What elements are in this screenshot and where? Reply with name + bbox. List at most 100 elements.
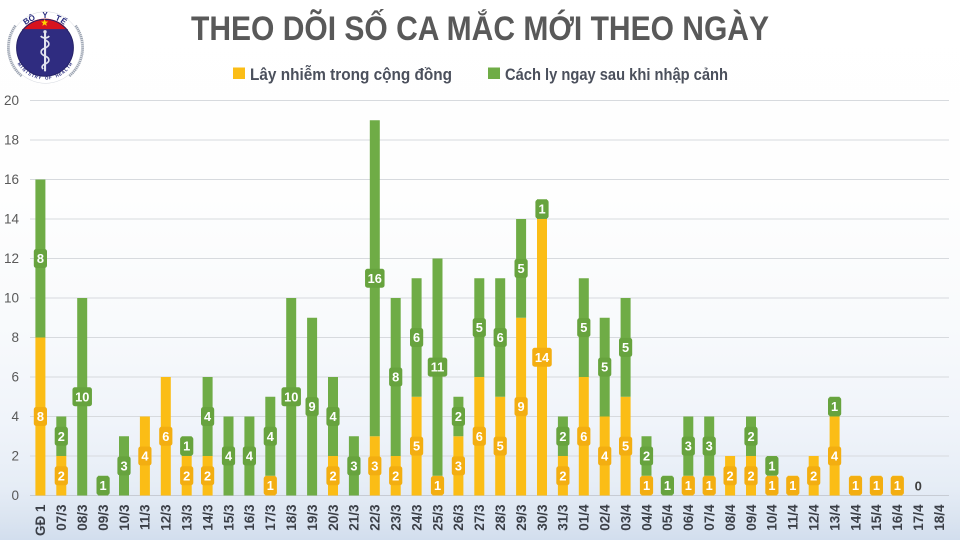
svg-text:10: 10 — [4, 291, 19, 306]
svg-text:1: 1 — [894, 478, 901, 493]
svg-text:1: 1 — [873, 478, 880, 493]
svg-text:05/4: 05/4 — [660, 504, 675, 531]
svg-text:2: 2 — [559, 468, 566, 483]
svg-text:5: 5 — [622, 340, 629, 355]
svg-text:15/4: 15/4 — [869, 504, 884, 531]
svg-text:2: 2 — [559, 429, 566, 444]
svg-text:1: 1 — [768, 478, 775, 493]
svg-text:1: 1 — [538, 202, 545, 217]
svg-text:20: 20 — [4, 93, 19, 108]
svg-text:5: 5 — [413, 439, 420, 454]
svg-text:18: 18 — [4, 133, 19, 148]
svg-text:14: 14 — [535, 350, 550, 365]
svg-text:09/4: 09/4 — [744, 504, 759, 531]
svg-text:10: 10 — [284, 389, 298, 404]
svg-text:14: 14 — [4, 212, 20, 227]
svg-text:9: 9 — [309, 399, 316, 414]
svg-text:22/3: 22/3 — [368, 504, 383, 531]
svg-text:09/3: 09/3 — [96, 504, 111, 531]
svg-text:1: 1 — [434, 478, 441, 493]
svg-text:2: 2 — [11, 449, 19, 464]
svg-text:3: 3 — [685, 439, 692, 454]
svg-text:10/3: 10/3 — [117, 504, 132, 531]
svg-text:1: 1 — [852, 478, 859, 493]
svg-text:6: 6 — [162, 429, 169, 444]
svg-text:29/3: 29/3 — [514, 504, 529, 531]
svg-text:31/3: 31/3 — [556, 504, 571, 531]
svg-text:01/4: 01/4 — [577, 504, 592, 531]
svg-text:1: 1 — [706, 478, 713, 493]
svg-text:15/3: 15/3 — [221, 504, 236, 531]
svg-text:8: 8 — [37, 409, 44, 424]
svg-text:8: 8 — [37, 251, 44, 266]
svg-text:11/3: 11/3 — [138, 504, 153, 530]
svg-text:20/3: 20/3 — [326, 504, 341, 531]
svg-text:18/3: 18/3 — [284, 504, 299, 531]
svg-text:1: 1 — [100, 478, 107, 493]
svg-text:6: 6 — [497, 330, 504, 345]
svg-text:GĐ 1: GĐ 1 — [33, 504, 48, 536]
svg-text:4: 4 — [831, 449, 839, 464]
svg-text:24/3: 24/3 — [409, 504, 424, 531]
svg-text:5: 5 — [601, 360, 608, 375]
svg-text:1: 1 — [768, 458, 775, 473]
svg-text:2: 2 — [643, 449, 650, 464]
svg-text:08/3: 08/3 — [75, 504, 90, 531]
svg-text:6: 6 — [11, 370, 19, 385]
svg-text:3: 3 — [350, 458, 357, 473]
svg-text:17/3: 17/3 — [263, 504, 278, 531]
svg-text:1: 1 — [267, 478, 274, 493]
svg-text:26/3: 26/3 — [451, 504, 466, 531]
svg-text:0: 0 — [11, 488, 19, 503]
svg-text:14/3: 14/3 — [200, 504, 215, 531]
svg-text:3: 3 — [706, 439, 713, 454]
svg-text:8: 8 — [392, 370, 399, 385]
svg-text:8: 8 — [11, 330, 19, 345]
svg-text:1: 1 — [685, 478, 692, 493]
svg-text:0: 0 — [915, 479, 922, 494]
svg-text:2: 2 — [329, 468, 336, 483]
svg-text:13/3: 13/3 — [180, 504, 195, 531]
svg-text:2: 2 — [58, 468, 65, 483]
svg-text:4: 4 — [11, 409, 19, 424]
svg-text:2: 2 — [727, 468, 734, 483]
svg-text:11/4: 11/4 — [786, 504, 801, 530]
svg-text:4: 4 — [246, 449, 254, 464]
svg-text:2: 2 — [810, 468, 817, 483]
svg-text:3: 3 — [371, 458, 378, 473]
svg-text:5: 5 — [476, 320, 483, 335]
svg-text:25/3: 25/3 — [430, 504, 445, 531]
svg-text:2: 2 — [58, 429, 65, 444]
svg-text:5: 5 — [580, 320, 587, 335]
svg-text:11: 11 — [431, 360, 445, 375]
svg-text:08/4: 08/4 — [723, 504, 738, 531]
svg-text:16/4: 16/4 — [890, 504, 905, 531]
svg-text:3: 3 — [120, 458, 127, 473]
svg-text:16: 16 — [4, 172, 19, 187]
svg-text:07/4: 07/4 — [702, 504, 717, 531]
svg-text:Cách ly ngay sau khi nhập cảnh: Cách ly ngay sau khi nhập cảnh — [505, 66, 728, 84]
svg-text:4: 4 — [141, 449, 149, 464]
svg-text:Y: Y — [42, 11, 48, 20]
svg-text:06/4: 06/4 — [681, 504, 696, 531]
svg-text:1: 1 — [831, 399, 838, 414]
svg-text:4: 4 — [204, 409, 212, 424]
svg-text:2: 2 — [455, 409, 462, 424]
svg-text:16: 16 — [368, 271, 382, 286]
svg-text:6: 6 — [476, 429, 483, 444]
svg-text:19/3: 19/3 — [305, 504, 320, 531]
svg-text:5: 5 — [497, 439, 504, 454]
svg-text:9: 9 — [518, 399, 525, 414]
svg-text:02/4: 02/4 — [598, 504, 613, 531]
svg-text:12/4: 12/4 — [807, 504, 822, 531]
svg-text:1: 1 — [664, 478, 671, 493]
svg-text:27/3: 27/3 — [472, 504, 487, 531]
svg-text:23/3: 23/3 — [389, 504, 404, 531]
svg-text:16/3: 16/3 — [242, 504, 257, 531]
svg-text:17/4: 17/4 — [911, 504, 926, 531]
svg-text:04/4: 04/4 — [639, 504, 654, 531]
svg-text:21/3: 21/3 — [347, 504, 362, 531]
svg-text:1: 1 — [183, 439, 190, 454]
svg-text:1: 1 — [643, 478, 650, 493]
svg-text:18/4: 18/4 — [932, 504, 947, 531]
